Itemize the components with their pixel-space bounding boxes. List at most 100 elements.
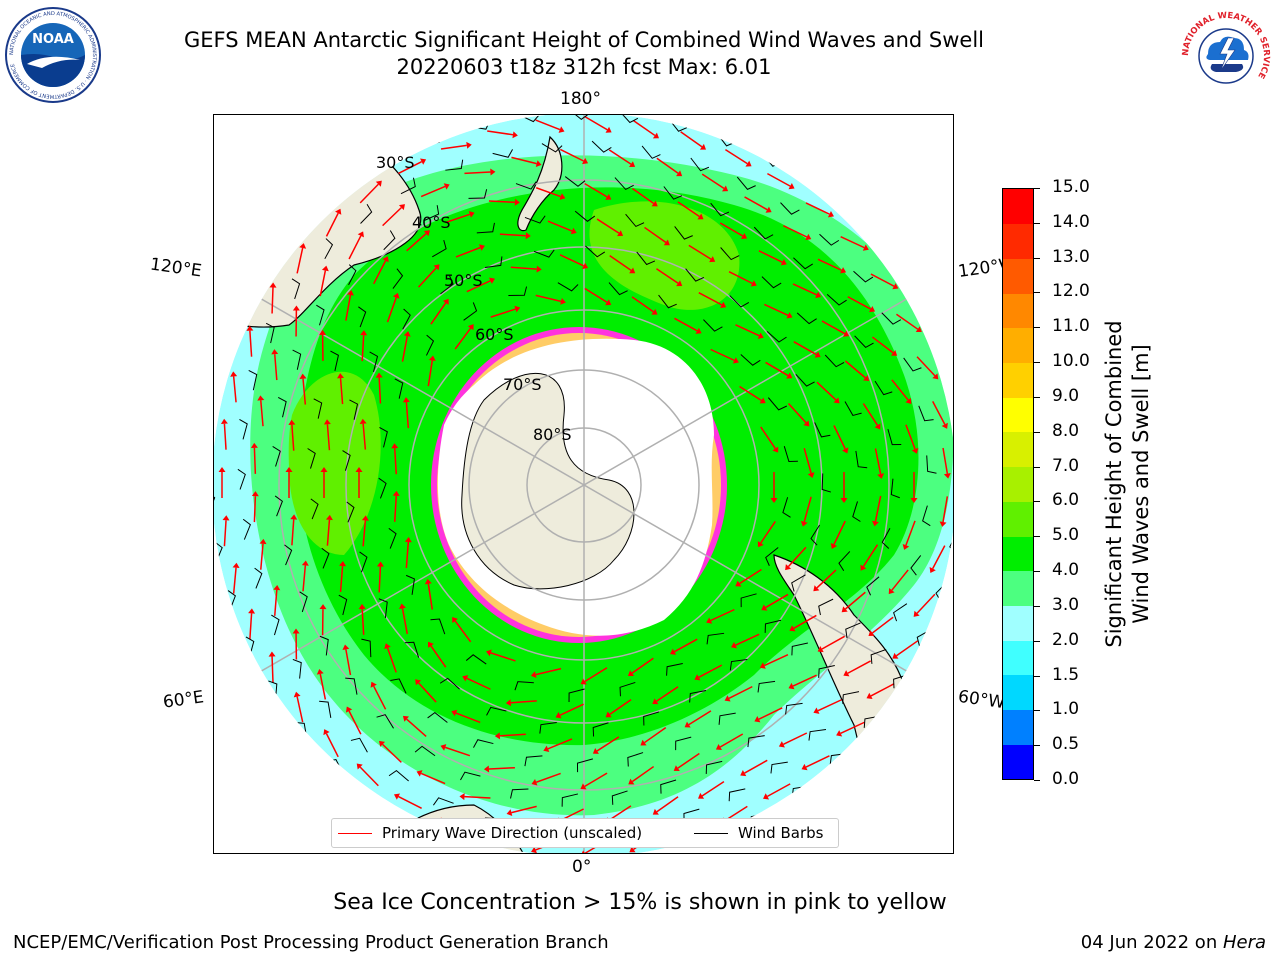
nws-logo: NATIONAL WEATHER SERVICE — [1180, 10, 1272, 102]
wave-arrow-head — [892, 283, 899, 290]
wind-barb — [592, 722, 609, 737]
wave-arrow-shaft — [444, 213, 471, 224]
wind-barb — [674, 226, 693, 240]
wind-barb — [949, 532, 953, 554]
colorbar-tick-label: 9.0 — [1052, 385, 1080, 406]
wave-arrow-shaft — [535, 294, 562, 303]
colorbar-title: Significant Height of Combined Wind Wave… — [1101, 264, 1155, 704]
wave-arrow-head — [292, 305, 300, 311]
wave-arrow-head — [786, 372, 793, 379]
colorbar-tick-label: 8.0 — [1052, 420, 1080, 441]
colorbar-segment — [1003, 570, 1033, 606]
wind-barb — [445, 159, 464, 171]
lon-label-180: 180° — [560, 89, 601, 109]
wave-arrow-shaft — [584, 772, 608, 788]
wave-arrow-shaft — [905, 520, 916, 546]
wind-barb — [388, 769, 409, 782]
wave-arrow-shaft — [816, 569, 837, 589]
wave-arrow-head — [384, 643, 391, 650]
wave-arrow-head — [694, 674, 701, 681]
wave-arrow-head — [627, 670, 635, 676]
wind-barb — [767, 397, 788, 411]
wind-barb — [299, 591, 308, 613]
wave-arrow-shaft — [596, 218, 620, 234]
wave-arrow-shaft — [719, 222, 744, 237]
wave-arrow-head — [915, 326, 922, 333]
wind-barb — [292, 349, 302, 370]
wind-barb — [346, 501, 355, 523]
wave-arrow-shaft — [891, 379, 909, 401]
wave-arrow-head — [355, 467, 363, 472]
wave-arrow-head — [483, 765, 490, 773]
svg-text:NOAA: NOAA — [32, 32, 74, 47]
wave-arrow-head — [299, 243, 307, 249]
wave-arrow-shaft — [765, 593, 789, 609]
noaa-logo: NATIONAL OCEANIC AND ATMOSPHERIC ADMINIS… — [5, 7, 101, 103]
lon-label-120e: 120°E — [148, 254, 203, 282]
wave-arrow-head — [402, 715, 409, 722]
wind-barb — [405, 574, 415, 595]
wave-arrow-head — [840, 267, 847, 274]
wave-arrow-shaft — [466, 280, 491, 293]
wind-barb — [826, 293, 847, 306]
wave-arrow-shaft — [249, 613, 253, 640]
wave-arrow-shaft — [271, 656, 274, 683]
wave-arrow-shaft — [401, 608, 409, 635]
colorbar-segment — [1003, 293, 1033, 329]
wave-arrow-head — [651, 308, 658, 315]
wind-barb — [440, 275, 454, 295]
wave-arrow-head — [319, 604, 327, 610]
map-canvas — [214, 115, 953, 853]
wave-arrow-head — [911, 447, 919, 454]
wave-arrow-head — [629, 846, 636, 853]
wave-arrow-head — [301, 560, 309, 566]
wave-arrow-head — [360, 330, 368, 336]
wave-arrow-head — [807, 472, 815, 479]
wave-arrow-shaft — [427, 583, 434, 610]
wave-arrow-shaft — [674, 317, 698, 332]
wind-barb — [404, 641, 420, 658]
wave-arrow-head — [841, 606, 848, 613]
wind-barb — [214, 492, 216, 513]
antarctic-wave-map — [213, 114, 954, 854]
wave-arrow-head — [697, 213, 704, 220]
colorbar-segment — [1003, 674, 1033, 711]
wave-arrow-shaft — [232, 376, 237, 403]
wave-arrow-head — [559, 193, 566, 200]
wave-arrow-shaft — [490, 308, 516, 318]
wind-barb — [753, 226, 774, 240]
wave-arrow-head — [676, 170, 683, 177]
wave-arrow-head — [902, 543, 910, 550]
wave-arrow-head — [761, 604, 768, 611]
wave-arrow-head — [722, 185, 729, 192]
wave-arrow-head — [720, 301, 727, 308]
wind-barb — [728, 788, 746, 802]
wave-arrow-shaft — [817, 699, 842, 712]
wave-arrow-head — [706, 617, 713, 624]
wave-arrow-head — [494, 732, 501, 740]
wind-barb — [533, 249, 555, 258]
colorbar-title-line1: Significant Height of Combined — [1102, 320, 1126, 648]
wind-barb — [427, 711, 448, 723]
wave-arrow-head — [290, 514, 298, 520]
wind-barb — [476, 222, 495, 234]
wind-barb — [564, 176, 586, 187]
wave-arrow-head — [288, 419, 296, 425]
wave-arrow-shaft — [793, 614, 817, 629]
footer-date-text: 04 Jun 2022 on — [1080, 932, 1223, 953]
wave-arrow-head — [709, 256, 716, 263]
wave-arrow-head — [840, 498, 848, 503]
legend-barb-line — [694, 832, 728, 834]
lat-label-50s: 50°S — [444, 271, 483, 290]
wind-barb — [463, 302, 478, 321]
wind-barb — [568, 688, 585, 703]
wave-arrow-head — [862, 244, 869, 251]
wave-arrow-shaft — [783, 732, 808, 745]
wind-barb — [854, 335, 874, 349]
wave-arrow-head — [420, 158, 427, 165]
wave-arrow-head — [699, 143, 706, 150]
wave-arrow-shaft — [386, 647, 397, 673]
wave-arrow-shaft — [359, 183, 379, 204]
wind-barb — [376, 714, 394, 729]
wind-barb — [271, 614, 280, 636]
